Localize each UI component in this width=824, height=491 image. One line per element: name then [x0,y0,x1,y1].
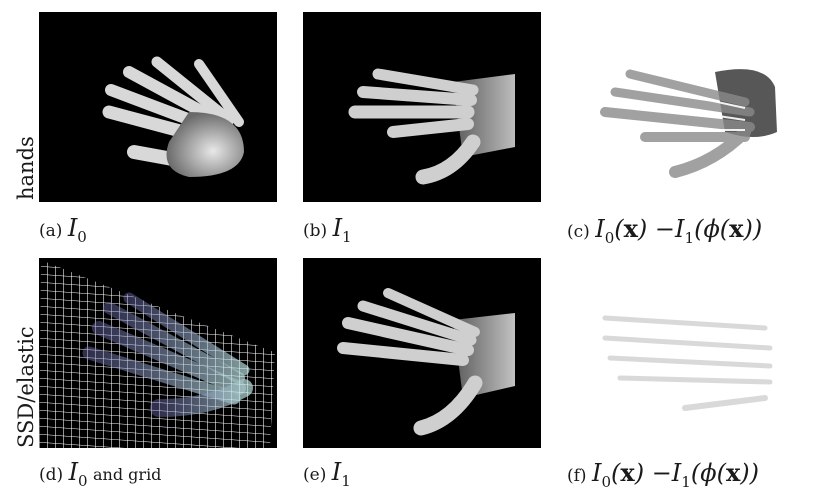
caption-d: (d) I0 and grid [39,458,162,490]
row-label-hands: hands [14,136,38,200]
panel-b-target-image [303,12,541,202]
warped-grid-d [39,260,275,448]
caption-f: (f) I0(x) −I1(ϕ(x)) [567,458,759,491]
caption-c: (c) I0(x) −I1(ϕ(x)) [567,214,763,247]
panel-c-difference-image [565,12,803,202]
hand-xray-e [337,288,515,436]
row-label-ssd-elastic: SSD/elastic [14,326,38,448]
caption-b: (b) I1 [303,214,352,246]
difference-image-f [602,315,773,411]
panel-e-target-image [303,258,541,448]
panel-a-source-image [39,12,277,202]
panel-d-source-with-grid [39,258,277,448]
caption-a: (a) I0 [39,214,87,246]
hand-xray-a [102,56,244,177]
caption-e: (e) I1 [303,458,351,490]
panel-f-difference-image [565,258,803,448]
difference-image-c [600,69,777,178]
hand-xray-b [348,68,515,185]
